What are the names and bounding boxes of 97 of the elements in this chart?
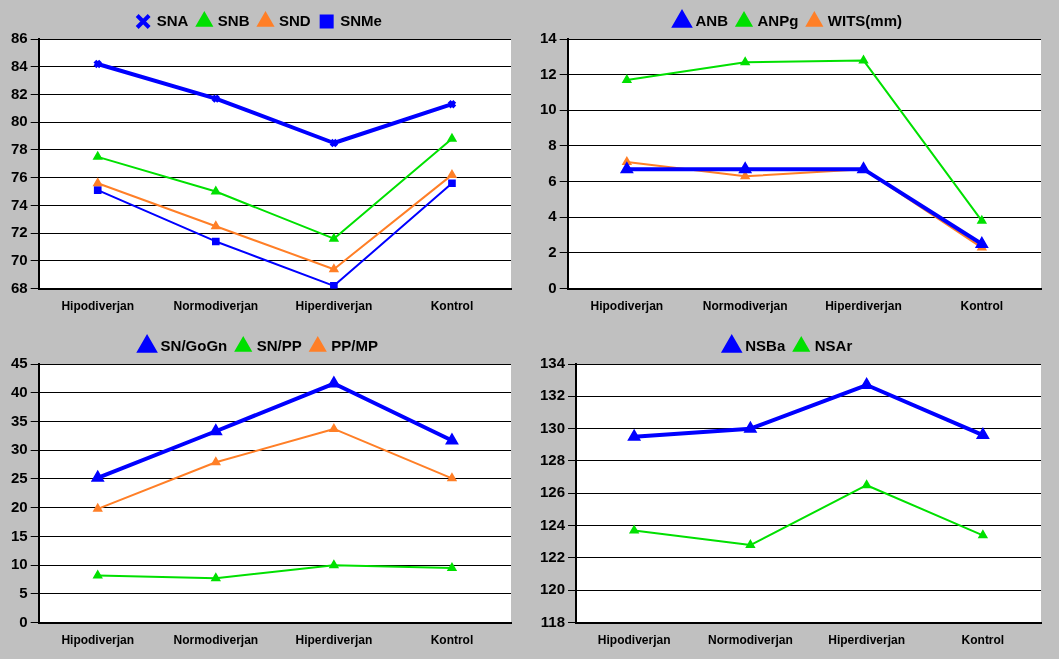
y-tick-label: 134 [540, 354, 566, 372]
y-tick-label: 82 [11, 84, 28, 102]
point [330, 282, 338, 289]
y-tick-label: 122 [540, 548, 566, 566]
point [211, 573, 221, 582]
x-tick-label: Hipodiverjan [61, 633, 135, 648]
x-tick-label: Normodiverjan [708, 633, 793, 648]
y-tick-label: 10 [540, 100, 557, 118]
point [211, 186, 221, 195]
x-tick-label: Hiperdiverjan [295, 633, 373, 648]
legend-label: PP/MP [331, 336, 378, 354]
point [977, 215, 987, 224]
legend-label: SNA [156, 11, 189, 29]
y-tick-label: 76 [11, 167, 28, 185]
y-tick-label: 0 [19, 612, 28, 630]
point [329, 423, 339, 432]
point [91, 469, 105, 482]
y-tick-label: 84 [11, 56, 29, 74]
point [745, 540, 755, 549]
x-tick-label: Normodiverjan [702, 299, 788, 314]
y-tick-label: 5 [19, 584, 28, 602]
point [329, 264, 339, 273]
y-tick-label: 124 [540, 515, 566, 533]
legend-label: SN/GoGn [160, 336, 228, 354]
point [211, 457, 221, 466]
y-tick-label: 6 [548, 171, 557, 189]
y-tick-label: 4 [548, 207, 558, 225]
legend-label: ANPg [757, 11, 799, 29]
x-tick-label: Kontrol [430, 633, 474, 648]
y-tick-label: 12 [540, 64, 557, 82]
point [93, 570, 103, 579]
point [978, 530, 988, 539]
point [329, 233, 339, 242]
x-tick-label: Kontrol [960, 299, 1004, 314]
point [622, 75, 632, 84]
point [447, 169, 457, 178]
point [329, 560, 339, 569]
y-tick-label: 132 [540, 386, 566, 404]
y-tick-label: 130 [540, 418, 566, 436]
point [448, 179, 456, 188]
x-tick-label: Kontrol [961, 633, 1005, 648]
y-tick-label: 10 [11, 555, 28, 573]
point [743, 420, 758, 433]
point [629, 525, 639, 534]
point [447, 133, 457, 142]
y-tick-label: 126 [540, 483, 566, 501]
y-tick-label: 8 [548, 136, 557, 154]
y-tick-label: 2 [548, 243, 557, 261]
y-tick-label: 0 [548, 278, 557, 296]
point [627, 428, 641, 441]
y-tick-label: 25 [11, 469, 28, 487]
legend-label: NSBa [745, 336, 786, 354]
point [328, 375, 340, 388]
point [211, 221, 221, 230]
y-tick-label: 70 [11, 251, 28, 269]
x-tick-label: Normodiverjan [173, 633, 259, 648]
point [447, 563, 457, 572]
y-tick-label: 15 [11, 526, 28, 544]
y-tick-label: 80 [11, 112, 28, 130]
y-tick-label: 30 [11, 440, 28, 458]
y-tick-label: 72 [11, 223, 28, 241]
x-tick-label: Hiperdiverjan [295, 299, 373, 314]
y-tick-label: 40 [11, 382, 28, 400]
y-tick-label: 120 [540, 580, 566, 598]
y-tick-label: 45 [11, 354, 28, 372]
y-tick-label: 118 [540, 612, 566, 630]
x-tick-label: Kontrol [430, 299, 474, 314]
point [93, 178, 103, 187]
legend-label: NSAr [814, 336, 853, 354]
point [859, 55, 868, 64]
point [93, 503, 103, 512]
x-tick-label: Hiperdiverjan [828, 633, 905, 648]
legend-label: ANB [695, 11, 729, 29]
legend-label: SN/PP [256, 336, 302, 354]
x-tick-label: Hiperdiverjan [825, 299, 902, 314]
x-tick-label: Hipodiverjan [61, 299, 135, 314]
point [211, 237, 220, 246]
y-tick-label: 68 [11, 278, 28, 296]
legend-label: SNB [217, 11, 250, 29]
y-tick-label: 20 [11, 497, 28, 515]
point [93, 151, 103, 160]
legend-label: SND [279, 11, 311, 29]
x-tick-label: Hipodiverjan [590, 299, 664, 314]
y-tick-label: 78 [11, 140, 28, 158]
x-tick-label: Normodiverjan [173, 299, 259, 314]
legend-label: SNMe [340, 11, 382, 29]
point [93, 186, 102, 194]
y-tick-label: 128 [540, 451, 566, 469]
x-tick-label: Hipodiverjan [597, 633, 671, 648]
point [862, 480, 872, 489]
point [447, 473, 457, 482]
y-tick-label: 74 [11, 195, 29, 213]
y-tick-label: 86 [11, 29, 28, 47]
y-tick-label: 35 [11, 411, 28, 429]
legend-label: WITS(mm) [827, 11, 903, 29]
point [740, 57, 750, 66]
y-tick-label: 14 [540, 29, 558, 47]
